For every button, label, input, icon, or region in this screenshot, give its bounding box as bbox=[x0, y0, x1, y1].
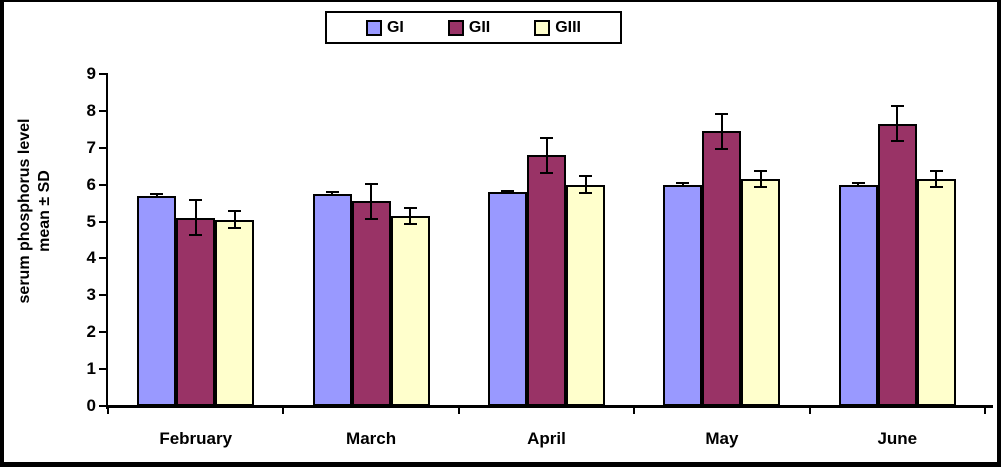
bar-GIII-March bbox=[390, 216, 430, 406]
x-tick-5 bbox=[984, 407, 986, 414]
y-tick-3 bbox=[99, 294, 106, 297]
y-tick-8 bbox=[99, 109, 106, 112]
legend-item-GIII: GIII bbox=[534, 19, 581, 37]
legend-label-GIII: GIII bbox=[555, 18, 581, 36]
bar-GI-June bbox=[838, 184, 878, 406]
bar-GIII-February bbox=[215, 219, 255, 406]
error-bar-GIII-February bbox=[228, 210, 242, 229]
y-axis-title-line1: serum phosphorus level bbox=[16, 118, 33, 304]
bar-GIII-June bbox=[916, 179, 956, 406]
error-bar-GI-June bbox=[851, 182, 865, 187]
y-tick-label-3: 3 bbox=[86, 285, 96, 305]
x-label-February: February bbox=[159, 429, 233, 448]
y-tick-label-7: 7 bbox=[86, 137, 96, 157]
bar-GI-April bbox=[488, 192, 527, 406]
error-bar-GII-March bbox=[364, 182, 378, 220]
bar-GIII-May bbox=[741, 179, 781, 406]
error-bar-line bbox=[194, 199, 197, 237]
bar-GI-February bbox=[137, 195, 177, 406]
error-bar-line bbox=[233, 210, 236, 229]
y-tick-label-5: 5 bbox=[86, 211, 96, 231]
y-tick-1 bbox=[99, 368, 106, 371]
error-bar-line bbox=[759, 169, 762, 189]
y-axis-title-line2: mean ± SD bbox=[36, 170, 53, 252]
y-tick-label-9: 9 bbox=[86, 64, 96, 83]
legend-swatch-GI-icon bbox=[365, 19, 382, 36]
legend: GI GII GIII bbox=[325, 11, 622, 44]
error-bar-line bbox=[896, 105, 899, 143]
y-tick-0 bbox=[99, 405, 106, 407]
error-bar-line bbox=[584, 175, 587, 194]
legend-label-GI: GI bbox=[386, 18, 404, 36]
x-label-May: May bbox=[705, 429, 739, 448]
error-bar-line bbox=[857, 182, 860, 187]
bar-GI-May bbox=[663, 184, 703, 406]
bar-GII-February bbox=[176, 217, 216, 406]
error-bar-GII-February bbox=[189, 199, 203, 237]
error-bar-line bbox=[720, 112, 723, 150]
error-bar-line bbox=[370, 182, 373, 220]
x-tick-3 bbox=[633, 407, 636, 414]
y-tick-label-8: 8 bbox=[86, 100, 96, 120]
x-label-June: June bbox=[877, 429, 918, 448]
error-bar-line bbox=[506, 190, 509, 195]
legend-item-GI: GI bbox=[365, 18, 404, 37]
y-tick-2 bbox=[99, 331, 106, 334]
legend-item-GII: GII bbox=[447, 18, 491, 37]
bar-GII-April bbox=[527, 155, 566, 406]
error-bar-line bbox=[935, 169, 938, 189]
error-bar-GIII-April bbox=[579, 175, 592, 194]
error-bar-GII-April bbox=[540, 136, 553, 174]
x-tick-1 bbox=[282, 407, 285, 414]
error-bar-line bbox=[681, 182, 684, 187]
error-bar-GIII-June bbox=[929, 169, 943, 189]
x-tick-2 bbox=[457, 407, 460, 414]
y-tick-label-1: 1 bbox=[86, 359, 96, 379]
error-bar-GIII-May bbox=[754, 169, 768, 189]
error-bar-GII-May bbox=[715, 112, 729, 150]
y-axis-line bbox=[106, 73, 108, 409]
y-tick-label-2: 2 bbox=[86, 322, 96, 342]
x-tick-0 bbox=[107, 407, 109, 414]
error-bar-line bbox=[155, 193, 158, 199]
error-bar-GII-June bbox=[890, 105, 904, 143]
y-tick-label-6: 6 bbox=[86, 174, 96, 194]
bar-GII-June bbox=[877, 123, 917, 406]
y-tick-6 bbox=[99, 183, 106, 186]
error-bar-GI-February bbox=[150, 193, 164, 199]
x-axis-line bbox=[106, 405, 993, 408]
y-tick-label-4: 4 bbox=[86, 248, 96, 268]
bar-GIII-April bbox=[566, 184, 605, 406]
y-tick-4 bbox=[99, 257, 106, 260]
x-tick-4 bbox=[808, 407, 811, 414]
y-tick-label-0: 0 bbox=[86, 396, 96, 415]
error-bar-line bbox=[331, 191, 334, 197]
error-bar-GI-April bbox=[501, 190, 514, 195]
error-bar-GIII-March bbox=[403, 206, 417, 226]
y-tick-9 bbox=[99, 73, 106, 75]
bar-GII-May bbox=[702, 131, 742, 406]
x-label-March: March bbox=[346, 429, 397, 448]
error-bar-GI-May bbox=[676, 182, 690, 187]
legend-swatch-GII-icon bbox=[447, 19, 464, 36]
bar-GI-March bbox=[312, 193, 352, 406]
error-bar-line bbox=[409, 206, 412, 226]
y-axis-title: serum phosphorus level mean ± SD bbox=[15, 81, 57, 341]
error-bar-line bbox=[545, 136, 548, 174]
y-tick-7 bbox=[99, 146, 106, 149]
x-label-April: April bbox=[527, 429, 566, 448]
y-tick-5 bbox=[99, 220, 106, 223]
legend-swatch-GIII-icon bbox=[534, 19, 551, 36]
error-bar-GI-March bbox=[325, 191, 339, 197]
bar-GII-March bbox=[351, 201, 391, 406]
legend-label-GII: GII bbox=[468, 18, 491, 36]
